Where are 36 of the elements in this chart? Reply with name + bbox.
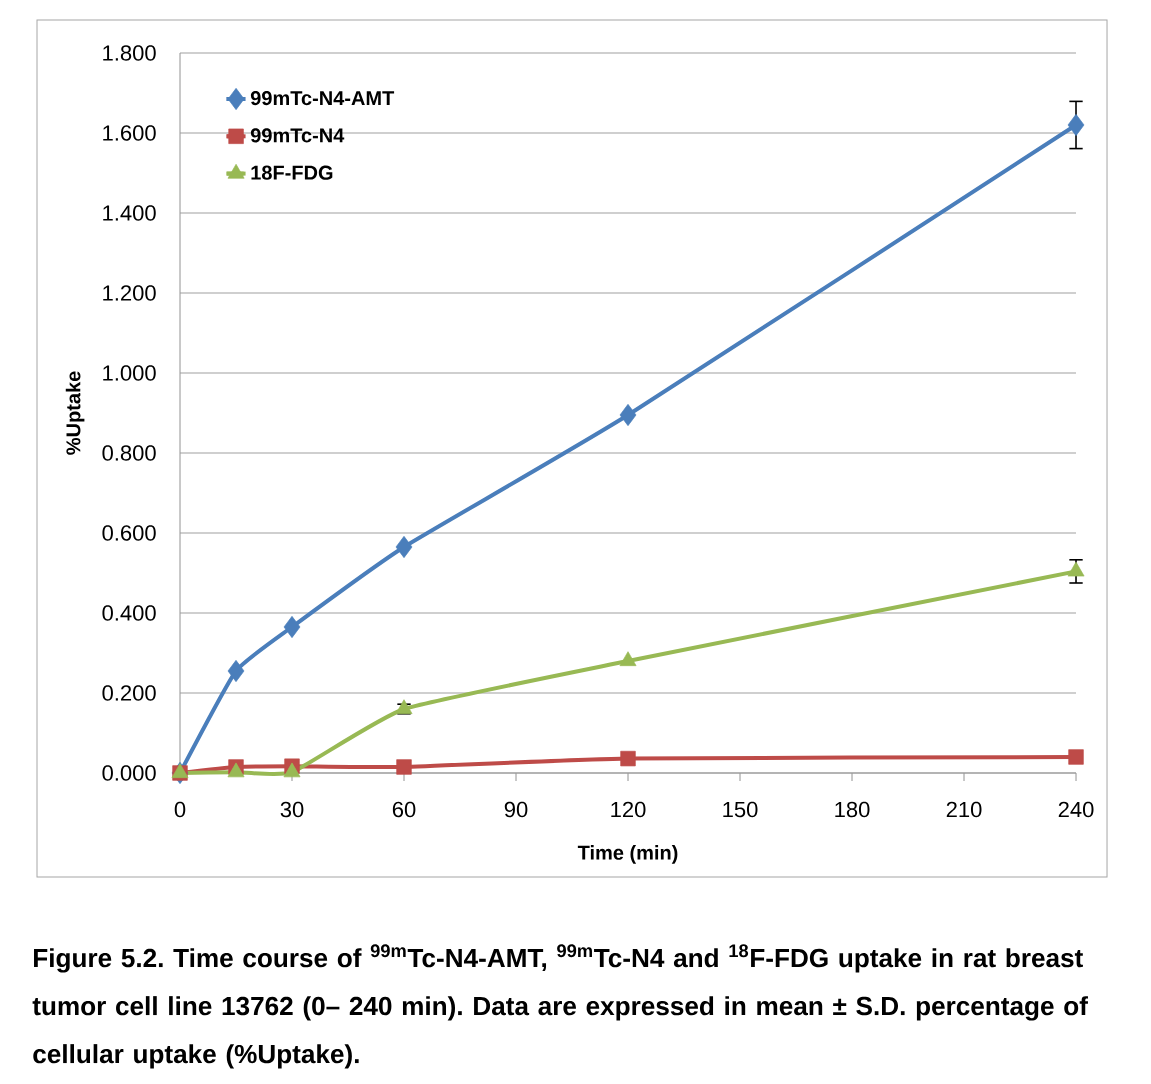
point [619, 651, 637, 666]
x-tick-label: 60 [392, 801, 416, 818]
point [1068, 749, 1084, 765]
y-tick-label: 0.200 [102, 685, 156, 701]
text: Figure 5.2. Time course of $^{99m}$Tc-N4-AMT, $^{99m}$Tc-N4 and $^{18}$F-FDG uptake in rat breast tumor cell line 13762 (0– 240 min). Data are expressed in mean ± S.D. percentage of cellular uptake (%Uptake). [32, 944, 1088, 1069]
legend-label: 99mTc-N4-AMT [250, 91, 395, 106]
x-tick-label: 240 [1058, 801, 1094, 818]
y-tick-label: 1.400 [103, 205, 156, 221]
y-tick-label: 1.000 [103, 365, 156, 381]
point [620, 750, 636, 767]
y-axis-title: %Uptake [65, 371, 85, 455]
y-tick-label: 0.000 [102, 765, 156, 781]
point [395, 535, 413, 558]
point [283, 762, 301, 778]
x-tick-label: 210 [946, 801, 982, 818]
x-tick-label: 30 [280, 801, 304, 818]
x-axis-title: Time (min) [577, 845, 678, 864]
y-tick-label: 0.800 [102, 445, 156, 461]
x-tick-label: 120 [611, 801, 646, 818]
y-tick-label: 1.200 [103, 285, 156, 301]
x-tick-label: 150 [723, 801, 758, 818]
x-tick-label: 90 [504, 801, 528, 818]
y-tick-label: 1.600 [103, 125, 156, 141]
y-tick-label: 0.400 [102, 605, 156, 621]
legend-label: 18F-FDG [251, 165, 333, 180]
y-tick-label: 1.800 [103, 45, 156, 61]
point [619, 403, 637, 426]
point [395, 699, 413, 714]
point [1067, 113, 1085, 136]
y-tick-label: 0.600 [102, 525, 156, 541]
point [283, 615, 301, 638]
x-tick-label: 180 [835, 801, 870, 818]
point [227, 659, 245, 682]
point [396, 759, 412, 775]
x-tick-label: 0 [174, 801, 186, 818]
legend-label: 99mTc-N4 [250, 128, 345, 143]
